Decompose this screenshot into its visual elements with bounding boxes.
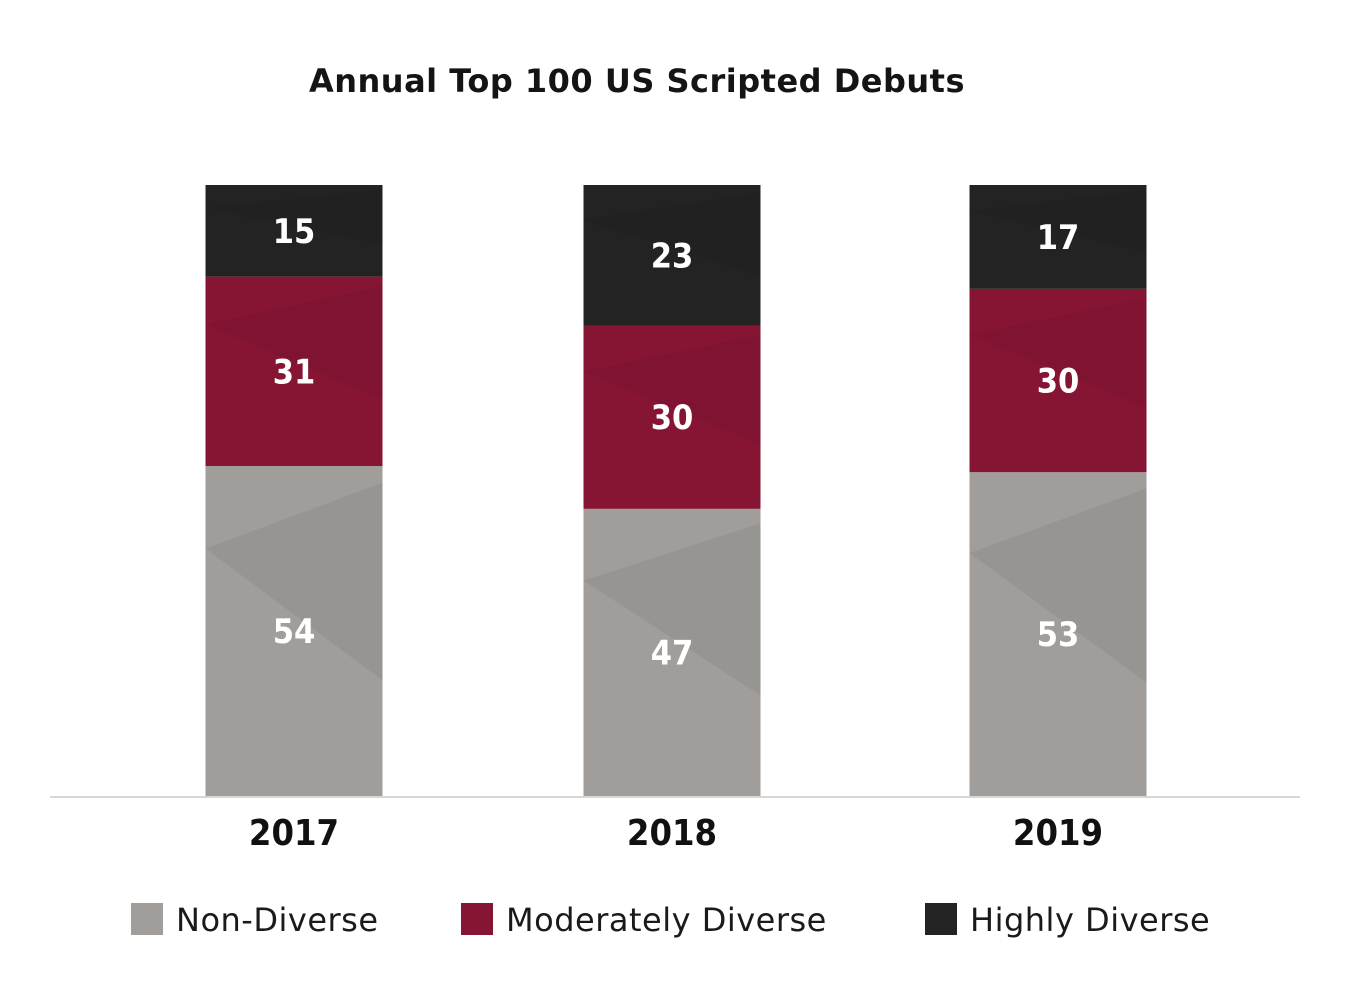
bar-facet-highly-diverse-2019 [969,190,1147,253]
bar-facet-non-diverse-2018 [583,523,761,696]
data-label-highly-diverse-2018: 23 [651,236,694,276]
x-tick-label-2017: 2017 [249,813,339,854]
bar-segment-non-diverse-2019 [969,472,1147,796]
x-axis-ticks: 2017 2018 2019 [249,813,1103,854]
bar-segment-highly-diverse-2019 [969,185,1147,289]
data-label-moderately-diverse-2019: 30 [1037,362,1080,402]
bar-segment-highly-diverse-2017 [205,185,383,277]
bar-facet-non-diverse-2019 [969,488,1147,683]
data-label-moderately-diverse-2018: 30 [651,398,694,438]
bars-layer: 54 31 15 47 30 23 53 30 17 [205,185,1147,796]
bar-segment-moderately-diverse-2017 [205,276,383,467]
bar-facet-moderately-diverse-2018 [583,334,761,445]
legend-swatch-moderately-diverse [461,903,493,935]
bar-facet-non-diverse-2017 [205,482,383,681]
bar-segment-non-diverse-2018 [583,508,761,796]
bar-segment-moderately-diverse-2019 [969,288,1147,473]
legend-item-moderately-diverse: Moderately Diverse [461,901,827,939]
data-label-non-diverse-2017: 54 [273,612,316,652]
legend-label-non-diverse: Non-Diverse [176,901,379,939]
x-tick-label-2018: 2018 [627,813,717,854]
bar-segment-highly-diverse-2018 [583,185,761,326]
data-label-moderately-diverse-2017: 31 [273,352,316,392]
bar-facet-moderately-diverse-2019 [969,298,1147,409]
legend-item-highly-diverse: Highly Diverse [925,901,1210,939]
legend-item-non-diverse: Non-Diverse [131,901,379,939]
chart-title: Annual Top 100 US Scripted Debuts [309,62,965,100]
bar-segment-moderately-diverse-2018 [583,325,761,509]
data-label-highly-diverse-2017: 15 [273,212,316,252]
x-tick-label-2019: 2019 [1013,813,1103,854]
data-label-non-diverse-2019: 53 [1037,615,1080,655]
legend: Non-Diverse Moderately Diverse Highly Dive… [131,901,1210,939]
data-label-non-diverse-2018: 47 [651,633,694,673]
legend-swatch-highly-diverse [925,903,957,935]
legend-label-moderately-diverse: Moderately Diverse [506,901,827,939]
bar-facet-highly-diverse-2018 [583,192,761,277]
bar-segment-non-diverse-2017 [205,466,383,796]
data-label-highly-diverse-2019: 17 [1037,218,1080,258]
legend-label-highly-diverse: Highly Diverse [970,901,1210,939]
legend-swatch-non-diverse [131,903,163,935]
bar-facet-highly-diverse-2017 [205,189,383,245]
bar-facet-moderately-diverse-2017 [205,286,383,400]
